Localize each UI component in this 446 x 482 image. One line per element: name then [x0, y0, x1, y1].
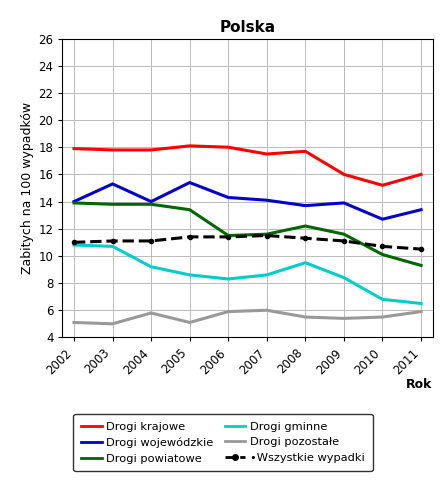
X-axis label: Rok: Rok — [406, 378, 433, 391]
Title: Polska: Polska — [219, 20, 276, 35]
Y-axis label: Zabitych na 100 wypadków: Zabitych na 100 wypadków — [21, 102, 34, 274]
Legend: Drogi krajowe, Drogi wojewódzkie, Drogi powiatowe, Drogi gminne, Drogi pozostałe: Drogi krajowe, Drogi wojewódzkie, Drogi … — [73, 414, 373, 471]
